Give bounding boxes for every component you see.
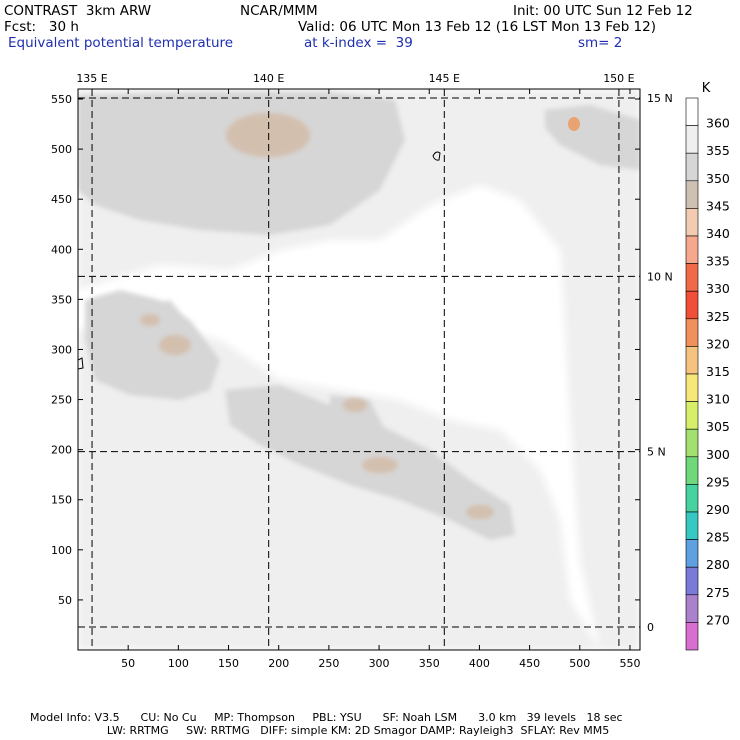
y-tick-label-3: 200 [51, 444, 72, 457]
colorbar-swatch-10 [685, 373, 699, 402]
header-field-name: Equivalent potential temperature [8, 35, 234, 51]
y-tick-label-1: 100 [51, 544, 72, 557]
x-tick-label-8: 450 [519, 657, 540, 670]
colorbar-swatch-17 [685, 566, 699, 596]
colorbar-label-0: 360 [706, 116, 730, 131]
y-tick-label-9: 500 [51, 143, 72, 156]
y-tick-label-0: 50 [58, 594, 72, 607]
colorbar-label-9: 315 [706, 364, 730, 379]
colorbar-swatch-6 [685, 263, 699, 292]
colorbar-swatch-3 [685, 180, 699, 209]
y-tick-label-8: 450 [51, 193, 72, 206]
colorbar-label-10: 310 [706, 392, 730, 407]
y-tick-label-10: 550 [51, 93, 72, 106]
plot-frame [77, 88, 641, 651]
shaded-field [78, 89, 640, 650]
colorbar-swatch-7 [685, 290, 699, 320]
colorbar-label-16: 280 [706, 557, 730, 572]
colorbar-label-11: 305 [706, 419, 730, 434]
lon-label-2: 145 E [429, 72, 460, 85]
lon-label-3: 150 E [603, 72, 634, 85]
footer-model-info: Model Info: V3.5 CU: No Cu MP: Thompson … [30, 711, 623, 724]
colorbar-label-17: 275 [706, 585, 730, 600]
x-tick-label-0: 50 [121, 657, 135, 670]
colorbar-swatch-14 [685, 484, 699, 513]
colorbar-label-1: 355 [706, 143, 730, 158]
lat-label-0: 15 N [647, 92, 673, 105]
colorbar-label-18: 270 [706, 612, 730, 627]
colorbar-label-12: 300 [706, 447, 730, 462]
colorbar-swatch-15 [685, 511, 699, 540]
colorbar-label-3: 345 [706, 198, 730, 213]
y-tick-label-7: 400 [51, 243, 72, 256]
colorbar-label-13: 295 [706, 474, 730, 489]
colorbar-swatch-12 [685, 428, 699, 458]
colorbar-label-2: 350 [706, 171, 730, 186]
colorbar-label-6: 330 [706, 281, 730, 296]
colorbar-label-15: 285 [706, 530, 730, 545]
footer-physics-info: LW: RRTMG SW: RRTMG DIFF: simple KM: 2D … [30, 724, 610, 737]
x-tick-label-6: 350 [419, 657, 440, 670]
y-tick-label-6: 350 [51, 293, 72, 306]
header-model-name: CONTRAST 3km ARW [4, 3, 152, 19]
colorbar-swatch-1 [685, 125, 699, 154]
colorbar-swatch-16 [685, 539, 699, 568]
colorbar-swatch-13 [685, 456, 699, 485]
colorbar-label-5: 335 [706, 254, 730, 269]
colorbar-swatch-4 [685, 208, 699, 237]
header-center-name: NCAR/MMM [240, 3, 318, 19]
header-smoothing: sm= 2 [578, 35, 623, 51]
latlon-grid [78, 89, 640, 650]
y-axis: 50 100 150 200 250 300 350 400 450 500 550 [51, 93, 640, 607]
header-init-time: Init: 00 UTC Sun 12 Feb 12 [513, 3, 693, 19]
x-axis: 50 100 150 200 250 300 350 400 450 500 550 [121, 89, 640, 670]
x-tick-label-3: 200 [268, 657, 289, 670]
colorbar-label-4: 340 [706, 226, 730, 241]
y-tick-label-5: 300 [51, 343, 72, 356]
colorbar-swatch-9 [685, 346, 699, 375]
colorbar-swatch-5 [685, 235, 699, 264]
x-tick-label-1: 100 [168, 657, 189, 670]
colorbar-label-14: 290 [706, 502, 730, 517]
lat-label-2: 5 N [647, 446, 666, 459]
colorbar-swatch-0 [685, 97, 699, 126]
y-tick-label-4: 250 [51, 394, 72, 407]
region-orange [568, 117, 580, 131]
longitude-labels: 135 E 140 E 145 E 150 E [76, 72, 634, 85]
colorbar-swatch-19 [685, 622, 699, 651]
region-tan [140, 113, 494, 519]
island-outline [432, 151, 441, 161]
x-tick-label-5: 300 [369, 657, 390, 670]
x-tick-label-9: 500 [569, 657, 590, 670]
y-tick-label-2: 150 [51, 494, 72, 507]
colorbar-unit-label: K [702, 81, 711, 96]
colorbar: 360 355 350 345 340 335 330 325 320 315 310 305 300 2… [685, 97, 730, 651]
x-tick-label-10: 550 [619, 657, 640, 670]
x-tick-label-7: 400 [469, 657, 490, 670]
lat-label-3: 0 [647, 621, 654, 634]
coastline-outline [78, 357, 84, 370]
x-tick-label-2: 150 [218, 657, 239, 670]
lon-label-0: 135 E [76, 72, 107, 85]
colorbar-swatch-18 [685, 594, 699, 623]
lon-label-1: 140 E [253, 72, 284, 85]
header-valid-time: Valid: 06 UTC Mon 13 Feb 12 (16 LST Mon … [298, 19, 657, 35]
lat-label-1: 10 N [647, 270, 673, 283]
colorbar-label-7: 325 [706, 309, 730, 324]
x-tick-label-4: 250 [318, 657, 339, 670]
header-forecast-hour: Fcst: 30 h [4, 19, 79, 35]
header-level: at k-index = 39 [304, 35, 413, 51]
colorbar-swatch-2 [685, 152, 699, 182]
latitude-labels: 15 N 10 N 5 N 0 [647, 92, 673, 634]
colorbar-label-8: 320 [706, 336, 730, 351]
colorbar-swatch-11 [685, 401, 699, 430]
colorbar-swatch-8 [685, 318, 699, 347]
